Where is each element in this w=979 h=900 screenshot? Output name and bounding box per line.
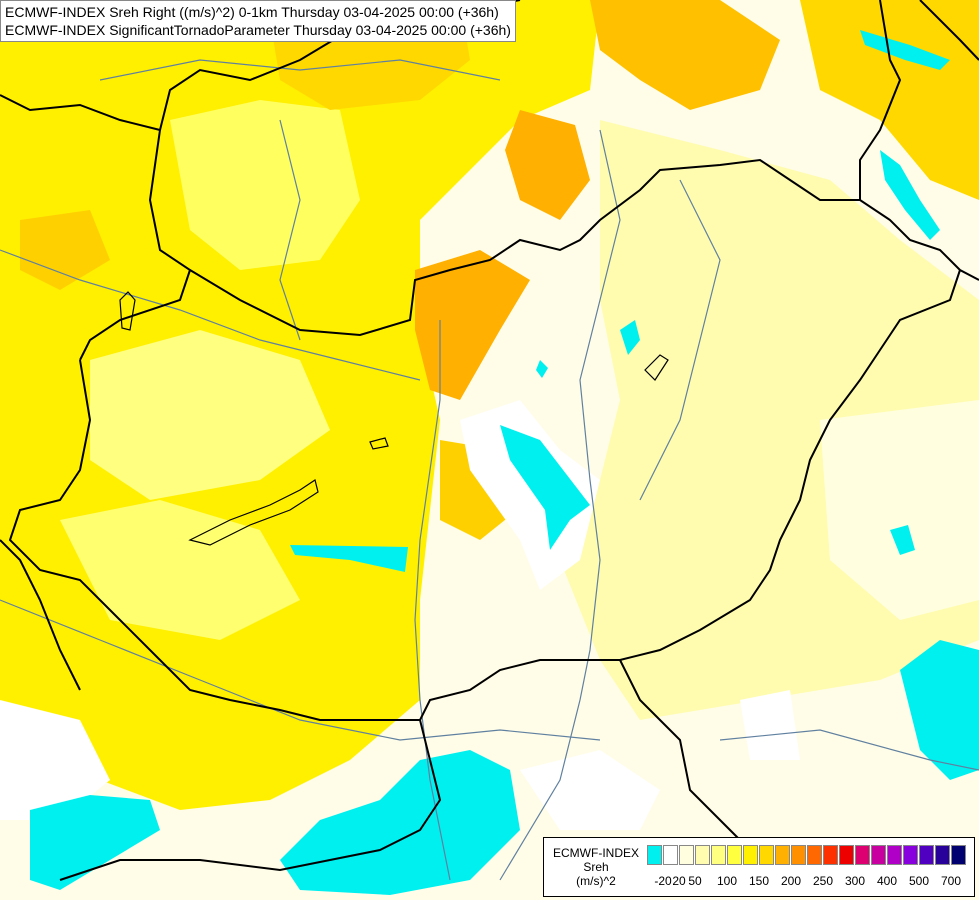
legend-swatch: [903, 845, 918, 865]
legend-tick: 100: [716, 874, 738, 888]
border-10: [919, 0, 979, 61]
legend-tick: 250: [812, 874, 834, 888]
legend-swatch: [855, 845, 870, 865]
shading-very-pale-east: [820, 400, 979, 620]
lakes: [119, 291, 669, 546]
shading-white-sw: [0, 700, 110, 820]
legend-color-scale: [647, 845, 967, 865]
shading-cyan-ne: [880, 150, 940, 240]
legend-tick: 150: [748, 874, 770, 888]
lake-balaton: [188, 479, 319, 546]
river-7: [719, 729, 979, 771]
legend-swatch: [743, 845, 758, 865]
shading-orange-ne: [590, 0, 780, 110]
rivers: [0, 59, 979, 881]
legend-swatch: [695, 845, 710, 865]
shading-orange-east: [800, 0, 979, 200]
border-7: [0, 539, 81, 691]
color-legend: ECMWF-INDEX Sreh (m/s)^2 -20 20 50 100 150 20…: [543, 837, 975, 897]
shading-cyan-small-1: [620, 320, 640, 355]
river-6: [639, 179, 721, 501]
map-title-line-1: ECMWF-INDEX Sreh Right ((m/s)^2) 0-1km T…: [5, 4, 499, 20]
border-6: [8, 359, 420, 721]
river-8: [99, 59, 501, 81]
legend-swatch: [935, 845, 950, 865]
shading-light-yellow-sw: [60, 500, 300, 640]
shading-white-south: [520, 750, 660, 830]
legend-swatch: [807, 845, 822, 865]
river-3: [499, 129, 621, 881]
legend-tick: 50: [688, 874, 702, 888]
shading-cyan-west: [290, 545, 408, 572]
border-9: [619, 659, 761, 861]
legend-swatch: [839, 845, 854, 865]
border-3: [189, 158, 979, 337]
border-4: [859, 0, 902, 200]
legend-swatch: [791, 845, 806, 865]
legend-swatch: [711, 845, 726, 865]
border-5: [418, 269, 961, 761]
legend-swatch: [727, 845, 742, 865]
legend-model-name: ECMWF-INDEX: [553, 846, 639, 860]
river-4: [0, 599, 601, 741]
border-1: [0, 94, 192, 361]
legend-swatch: [871, 845, 886, 865]
shading-orange-central: [415, 250, 530, 400]
shading-cyan-se: [900, 640, 979, 780]
legend-tick: 700: [940, 874, 962, 888]
legend-swatch: [647, 845, 662, 865]
legend-tick: 20: [672, 874, 686, 888]
river-2: [414, 320, 451, 881]
legend-swatch: [679, 845, 694, 865]
shading-orange-core: [505, 110, 590, 220]
legend-tick: 400: [876, 874, 898, 888]
legend-tick: -20: [654, 874, 672, 888]
shading-light-yellow-north: [170, 100, 360, 270]
lake-small-1: [369, 437, 389, 450]
legend-unit: (m/s)^2: [576, 874, 616, 888]
shading-cyan-sw: [30, 795, 160, 890]
lake-small-3: [119, 291, 136, 331]
shading-orange-west: [20, 210, 110, 290]
legend-tick: 500: [908, 874, 930, 888]
legend-swatch: [663, 845, 678, 865]
map-title-line-2: ECMWF-INDEX SignificantTornadoParameter …: [5, 22, 511, 38]
legend-title-block: ECMWF-INDEX Sreh (m/s)^2: [550, 846, 642, 888]
legend-variable: Sreh: [583, 860, 609, 874]
river-1: [0, 249, 421, 381]
legend-swatch: [887, 845, 902, 865]
legend-tick: 200: [780, 874, 802, 888]
legend-swatch: [823, 845, 838, 865]
shading-cyan-top-right: [860, 30, 950, 70]
shading-white-central: [460, 400, 600, 590]
legend-swatch: [759, 845, 774, 865]
shading-light-yellow-center: [90, 330, 330, 500]
lake-small-2: [644, 354, 669, 381]
legend-swatch: [919, 845, 934, 865]
legend-tick-labels: -20 20 50 100 150 200 250 300 400 500 700: [647, 874, 967, 888]
shading-cyan-small-3: [536, 360, 548, 378]
legend-swatch: [951, 845, 966, 865]
shading-cyan-small-2: [890, 525, 915, 555]
shading-cyan-central: [500, 425, 590, 550]
map-title-box: ECMWF-INDEX Sreh Right ((m/s)^2) 0-1km T…: [0, 0, 516, 42]
border-8: [59, 759, 442, 881]
legend-tick: 300: [844, 874, 866, 888]
legend-swatch: [775, 845, 790, 865]
shading-white-se: [740, 690, 800, 760]
river-5: [279, 119, 301, 341]
